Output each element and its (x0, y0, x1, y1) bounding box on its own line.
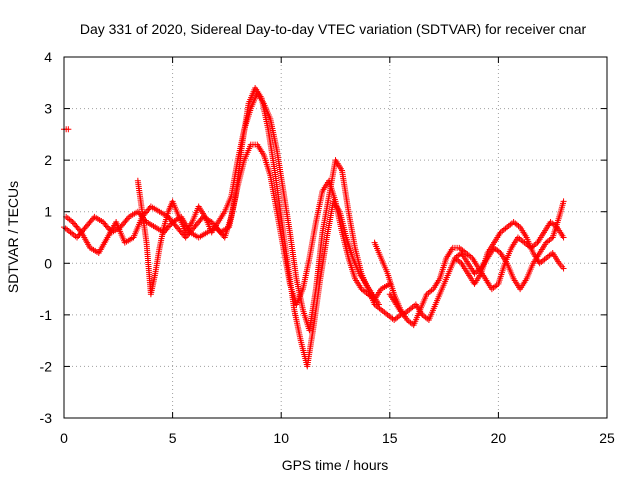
y-tick-label: -3 (40, 410, 53, 426)
x-tick-label: 0 (60, 430, 68, 446)
y-axis-label: SDTVAR / TECUs (5, 181, 21, 293)
data-series-group (451, 219, 567, 287)
x-tick-label: 20 (491, 430, 507, 446)
data-series-group (61, 126, 72, 133)
grid-lines (64, 57, 607, 418)
data-point (77, 227, 84, 234)
data-series-group (63, 84, 382, 370)
data-series-group (134, 90, 404, 334)
data-point (65, 126, 72, 133)
plot-frame (63, 56, 608, 419)
chart-title: Day 331 of 2020, Sidereal Day-to-day VTE… (80, 21, 587, 37)
data-point (560, 234, 567, 241)
y-tick-label: -1 (40, 307, 53, 323)
x-tick-label: 25 (599, 430, 615, 446)
axis-ticks (63, 56, 608, 419)
data-point (560, 265, 567, 272)
axis-tick-labels: 0 5 10 15 20 25 -3 -2 -1 0 1 2 3 4 (40, 49, 615, 446)
x-tick-label: 10 (273, 430, 289, 446)
x-tick-label: 15 (382, 430, 398, 446)
data-series (61, 84, 567, 370)
y-tick-label: 0 (44, 255, 52, 271)
x-axis-label: GPS time / hours (282, 457, 389, 473)
y-tick-label: -2 (40, 358, 53, 374)
data-point (560, 198, 567, 205)
y-tick-label: 2 (44, 152, 52, 168)
y-tick-label: 1 (44, 204, 52, 220)
y-tick-label: 3 (44, 101, 52, 117)
x-tick-label: 5 (169, 430, 177, 446)
y-tick-label: 4 (44, 49, 52, 65)
data-point (124, 215, 131, 222)
